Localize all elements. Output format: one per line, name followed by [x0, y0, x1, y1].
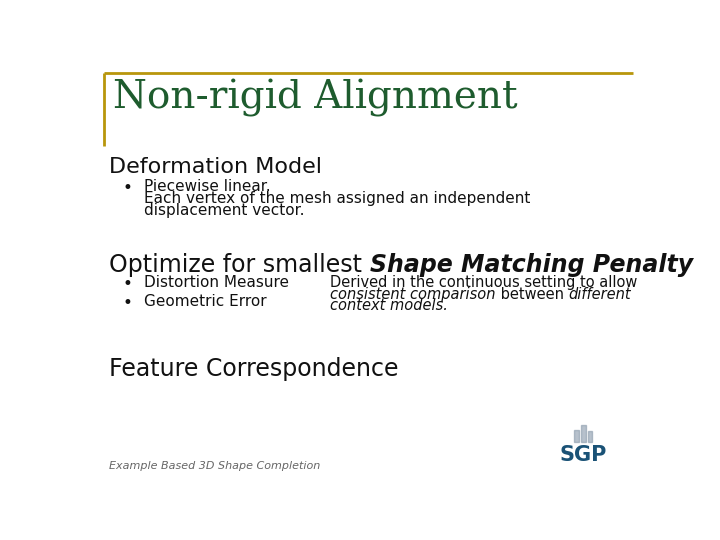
- Text: consistent comparison: consistent comparison: [330, 287, 496, 301]
- Bar: [588, 431, 592, 442]
- Text: Derived in the continuous setting to allow: Derived in the continuous setting to all…: [330, 275, 638, 290]
- Text: •: •: [122, 179, 132, 197]
- Text: Geometric Error: Geometric Error: [144, 294, 267, 309]
- Text: between: between: [496, 287, 568, 301]
- Bar: [575, 430, 579, 442]
- Text: Distortion Measure: Distortion Measure: [144, 275, 289, 290]
- Text: Each vertex of the mesh assigned an independent: Each vertex of the mesh assigned an inde…: [144, 191, 531, 206]
- Text: •: •: [122, 294, 132, 312]
- Text: displacement vector.: displacement vector.: [144, 204, 305, 218]
- Text: Piecewise linear.: Piecewise linear.: [144, 179, 271, 194]
- Text: Non-rigid Alignment: Non-rigid Alignment: [113, 79, 518, 117]
- Text: Shape Matching Penalty: Shape Matching Penalty: [370, 253, 693, 278]
- Text: different: different: [568, 287, 631, 301]
- Text: Deformation Model: Deformation Model: [109, 157, 323, 177]
- Text: SGP: SGP: [560, 445, 608, 465]
- Text: Optimize for smallest: Optimize for smallest: [109, 253, 370, 278]
- Text: Example Based 3D Shape Completion: Example Based 3D Shape Completion: [109, 461, 320, 471]
- Text: context models.: context models.: [330, 298, 448, 313]
- Text: •: •: [122, 275, 132, 293]
- Text: Feature Correspondence: Feature Correspondence: [109, 357, 399, 381]
- Bar: [580, 425, 586, 442]
